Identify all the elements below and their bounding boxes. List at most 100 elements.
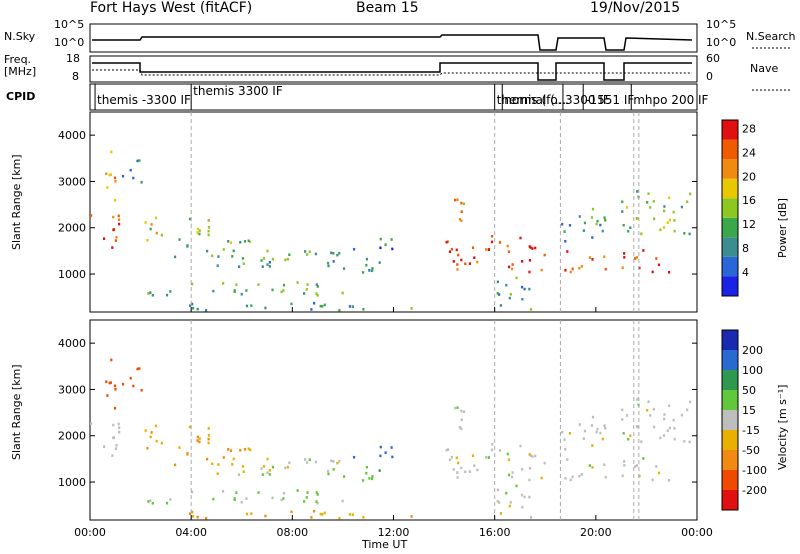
power-colorbar: 4 8 12 16 20 24 28 [721,119,756,297]
power-echo-cell [112,215,115,219]
velocity-echo-cell [190,490,194,494]
velocity-echo-cell [659,436,662,440]
velocity-echo-cell [563,438,566,441]
power-echo-cell [599,223,602,227]
velocity-echo-cell [306,461,309,464]
power-echo-cell [621,210,624,213]
power-echo-cell [90,214,93,217]
velocity-echo-cell [207,434,211,437]
velocity-echo-cell [663,413,666,416]
power-colorbar-segment [722,159,738,179]
freq-label-text: Freq. [4,53,32,66]
velocity-echo-cell [599,431,602,435]
power-echo-cell [191,302,194,306]
power-echo-cell [490,240,494,244]
power-echo-cell [290,302,293,306]
power-echo-cell [471,246,475,250]
nsky-tick-bottom: 10^0 [54,36,85,49]
power-echo-cell [505,283,508,287]
power-echo-cell [595,222,598,226]
cpid-entry-label: 3300 IF [565,93,610,107]
velocity-echo-cell [460,409,463,413]
velocity-echo-cell [686,408,689,412]
velocity-echo-cell [468,470,472,473]
velocity-echo-cell [629,434,632,438]
velocity-echo-cell [378,469,381,472]
x-tick-label: 08:00 [276,526,308,539]
power-echo-cell [453,198,457,202]
velocity-echo-cell [673,427,676,430]
velocity-colorbar-segment [722,410,738,430]
velocity-echo-cell [280,498,283,502]
power-echo-cell [196,231,199,234]
velocity-echo-cell [154,424,158,428]
power-echo-cell [154,216,158,220]
power-echo-cell [243,240,247,243]
velocity-echo-cell [266,457,269,461]
velocity-echo-cell [391,455,394,459]
velocity-echo-cell [491,442,494,446]
velocity-echo-cell [173,463,177,467]
power-echo-cell [114,179,117,183]
power-echo-cell [227,240,230,243]
velocity-echo-cell [496,500,499,503]
y-tick-label: 4000 [58,337,86,350]
power-colorbar-segment [722,217,738,238]
velocity-echo-cell [327,472,330,476]
power-echo-cell [250,304,253,308]
nsky-tick-top: 10^5 [54,18,85,31]
power-echo-cell [686,200,689,204]
power-echo-cell [540,268,543,272]
power-echo-cell [452,260,455,263]
velocity-colorbar-tick: 100 [742,364,763,377]
velocity-echo-cell [578,474,581,478]
velocity-echo-cell [668,426,671,430]
velocity-echo-cell [207,441,210,445]
power-echo-cell [365,257,369,261]
velocity-echo-cell [634,465,637,468]
power-echo-cell [651,270,654,274]
power-echo-cell [319,304,322,308]
velocity-echo-cell [604,475,607,479]
velocity-echo-cell [498,449,502,452]
velocity-echo-cell [582,437,585,440]
velocity-echo-cell [519,444,522,448]
velocity-echo-cell [271,496,274,500]
power-echo-cell [233,289,236,292]
power-echo-cell [188,217,192,221]
cpid-label: CPID [6,90,36,103]
x-tick-label: 04:00 [175,526,207,539]
y-tick-label: 1000 [58,476,86,489]
power-echo-cell [591,258,594,261]
velocity-echo-cell [505,491,508,495]
velocity-echo-cell [271,465,275,469]
velocity-echo-cell [604,426,607,430]
power-echo-cell [688,232,691,236]
velocity-echo-cell [264,514,267,518]
power-echo-cell [646,201,649,204]
power-echo-cell [510,267,514,271]
velocity-echo-cell [336,461,339,465]
power-echo-cell [118,222,121,226]
velocity-echo-cell [520,468,524,471]
power-echo-cell [361,271,365,274]
velocity-echo-cell [458,426,462,429]
power-colorbar-segment [722,198,738,218]
velocity-echo-cell [332,459,335,463]
power-echo-cell [160,233,163,237]
power-echo-cell [249,240,252,244]
velocity-echo-cell [117,426,121,429]
velocity-echo-cell [580,473,583,476]
power-echo-cell [229,241,233,244]
velocity-echo-cell [282,497,285,500]
velocity-panel-frame [89,319,698,521]
power-echo-cell [473,256,476,260]
velocity-echo-cell [521,505,524,509]
velocity-echo-cell [250,512,253,516]
power-echo-cell [149,291,152,294]
power-echo-cell [129,168,132,172]
power-echo-cell [207,226,211,229]
power-echo-cell [528,287,531,291]
power-echo-cell [379,246,382,250]
velocity-echo-cell [362,515,365,519]
